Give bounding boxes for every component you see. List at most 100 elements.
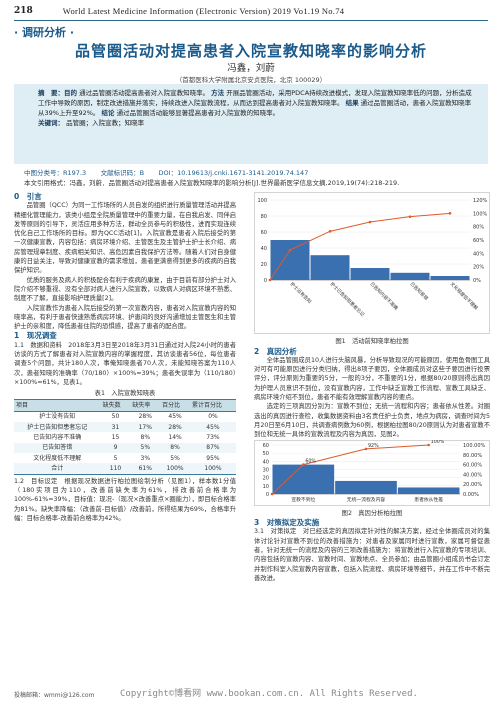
figure-2-pareto-chart: 0 10 20 30 40 50 60 0.00% 20.00% 40.00% 60.00% 80.0… <box>254 439 490 506</box>
keywords-label: 关键词： <box>38 119 64 127</box>
paragraph: 品管圈（QCC）为同一工作场所的人员自发的组织进行质量管理活动并提高精细化管理能… <box>14 202 236 275</box>
figure-1-pareto-chart: 0204060801000%20%40%60%80%100%120%护士没有告知… <box>254 192 490 334</box>
table-cell: 45% <box>168 413 182 421</box>
article-title: 品管圈活动对提高患者入院宣教知晓率的影响分析 <box>74 42 427 60</box>
section-label: · 调研分析 · <box>14 26 75 39</box>
table-header-cell: 累计百分比 <box>189 398 236 412</box>
bar <box>350 268 390 280</box>
table-row: 已告知答错 9 5% 8% 87% <box>14 442 236 454</box>
cumulative-label: 92% <box>368 442 379 448</box>
cumulative-point <box>288 248 292 252</box>
goal-label: 目的 <box>64 89 77 97</box>
x-tick-label: 宣教不到位 <box>291 496 315 503</box>
table-cell: 5% <box>170 454 180 462</box>
table-title: 表1 入院宣教知晓表 <box>94 390 156 398</box>
heading-measures: 3 对策拟定及实施 <box>254 518 320 528</box>
abstract-goal: 通过品管圈活动提高患者对入院宣教知晓率。 <box>79 89 210 97</box>
cumulative-point <box>268 278 272 282</box>
abstract-result: 通过品管圈活动，患者入院宣教知晓率从39%上升至92%。 <box>38 99 472 117</box>
y2-tick-label: 120% <box>473 198 488 204</box>
table-header-row: 项目 缺失数 缺失率 百分比 累计百分比 <box>14 398 236 412</box>
authors: 冯鑫，刘蔚 <box>227 63 275 74</box>
table-cell: 50 <box>111 413 120 421</box>
left-column: 0 引言 品管圈（QCC）为同一工作场所的人员自发的组织进行质量管理活动并提高精… <box>14 192 236 523</box>
table-cell: 8% <box>140 433 151 441</box>
table-cell: 87% <box>189 442 236 454</box>
cumulative-point <box>302 462 305 466</box>
cumulative-point <box>368 220 372 224</box>
cumulative-label: 60% <box>305 458 316 464</box>
keywords: 品管圈；入院宣教；知晓率 <box>66 119 145 127</box>
abstract-box: 摘 要：目的 通过品管圈活动提高患者对入院宣教知晓率。 方法 开展品管圈活动，采… <box>14 84 488 164</box>
y2-tick-label: 100% <box>473 211 488 217</box>
page-number: 218 <box>14 6 33 16</box>
journal-title: World Latest Medicine Information (Elect… <box>62 6 345 16</box>
table-row: 文化程度低不理解 5 3% 5% 95% <box>14 453 236 463</box>
method-label: 方法 <box>211 89 225 97</box>
table-cell: 15 <box>111 433 120 441</box>
table-cell: 61% <box>130 463 161 475</box>
y2-tick-label: 20% <box>473 265 484 271</box>
table-header-cell: 缺失率 <box>130 398 161 412</box>
paragraph: 选定的三项真因分别为：宣教不到位；无统一流程和内容；患者依从性差。对圈选出的真因… <box>254 403 490 439</box>
abstract-method: 开展品管圈活动，采用PDCA持续改进模式，发现入院宣教知晓率低的问题，分析造成工… <box>38 89 472 107</box>
right-column: 0 20 40 60 80 100 0% 20% 40% 60% 80% 100% 120% 护士没有告知… <box>254 192 490 583</box>
abstract-conclusion: 通过品管圈活动能够显著提高患者对入院宣教的知晓率。 <box>116 109 280 117</box>
y-tick-label: 80 <box>261 214 267 220</box>
table-cell: 14% <box>168 433 182 441</box>
table-cell: 73% <box>206 433 220 441</box>
table-cell: 合计 <box>14 463 101 475</box>
bar <box>397 487 460 494</box>
table-row: 护士已告知但患者忘记 31 17% 28% 45% <box>14 422 236 433</box>
table-cell: 3% <box>140 454 151 462</box>
bar <box>270 240 310 280</box>
table-cell: 100% <box>189 463 236 475</box>
paragraph: 1.2 目标设定 根据现况数据进行柏拉图绘制分析（见图1），样本数1分值（180… <box>14 477 236 522</box>
paragraph: 优质的服务及病人的积极配合有利于疾病的康复，由于目前有部分护士对入院介绍不够重视… <box>14 276 236 303</box>
y-tick-label: 60 <box>261 230 267 236</box>
cumulative-point <box>364 447 368 450</box>
heading-intro: 0 引言 <box>14 192 42 201</box>
y2-tick-label: 20.00% <box>463 482 482 488</box>
bar <box>335 480 397 494</box>
table-header-cell: 百分比 <box>160 398 190 412</box>
y-tick-label: 20 <box>261 262 267 268</box>
bar <box>272 464 335 494</box>
y-tick-label: 60 <box>263 443 269 449</box>
y2-tick-label: 40% <box>473 251 484 257</box>
bar <box>430 276 470 280</box>
x-tick-label: 无统一流程及内容 <box>347 496 386 503</box>
citation-text: 本文引用格式：冯鑫，刘蔚．品管圈活动对提高患者入院宣教知晓率的影响分析[J].世… <box>24 179 400 187</box>
cumulative-label: 100% <box>431 440 445 445</box>
doi: DOI：10.19613/j.cnki.1671-3141.2019.74.14… <box>158 169 309 177</box>
citation-format: 本文引用格式：冯鑫，刘蔚．品管圈活动对提高患者入院宣教知晓率的影响分析[J].世… <box>24 177 484 187</box>
table-cell: 已告知内容不准确 <box>33 433 82 441</box>
y-tick-label: 0 <box>264 278 267 284</box>
paragraph: 入院宣教作为患者入院后接受的第一次宣教内容，患者对入院宣教内容的知晓率高，有利于… <box>14 304 236 331</box>
paragraph: 3.1 对策拟定 对已经选定的真因拟定针对性的解决方案，经过全体圈成员对的集体讨… <box>254 528 490 582</box>
x-tick-label: 患者依从性差 <box>414 496 443 503</box>
y-tick-label: 40 <box>261 246 267 252</box>
bar <box>310 255 350 280</box>
doc-code: 文献标识码：B <box>100 169 145 177</box>
table-cell: 95% <box>206 454 220 462</box>
table-header-cell: 项目 <box>14 398 101 412</box>
table-cell: 0% <box>208 413 218 421</box>
table-row: 已告知内容不准确 15 8% 14% 73% <box>14 432 236 442</box>
table-cell: 31 <box>100 422 131 433</box>
y2-tick-label: 60.00% <box>463 462 482 468</box>
table-cell: 已告知答错 <box>14 442 101 454</box>
y2-tick-label: 0% <box>473 278 481 284</box>
y2-tick-label: 80% <box>473 225 484 231</box>
y-tick-label: 40 <box>263 459 269 465</box>
figure-2-caption: 图2 真因分析柏拉图 <box>341 509 403 517</box>
header-rule <box>14 20 488 21</box>
submission-email: 投稿邮箱：wmmi@126.com <box>14 692 95 699</box>
table-cell: 5% <box>130 442 161 454</box>
cumulative-line <box>271 444 429 494</box>
table-row: 护士没有告知 50 28% 45% 0% <box>14 411 236 422</box>
heading-survey: 1 现况调查 <box>14 331 57 341</box>
figure-1-caption: 图1 活动前知晓率柏拉图 <box>335 338 409 346</box>
meta-line: 中图分类号：R197.3 文献标识码：B DOI：10.19613/j.cnki… <box>24 167 308 177</box>
table-cell: 5 <box>113 454 118 462</box>
